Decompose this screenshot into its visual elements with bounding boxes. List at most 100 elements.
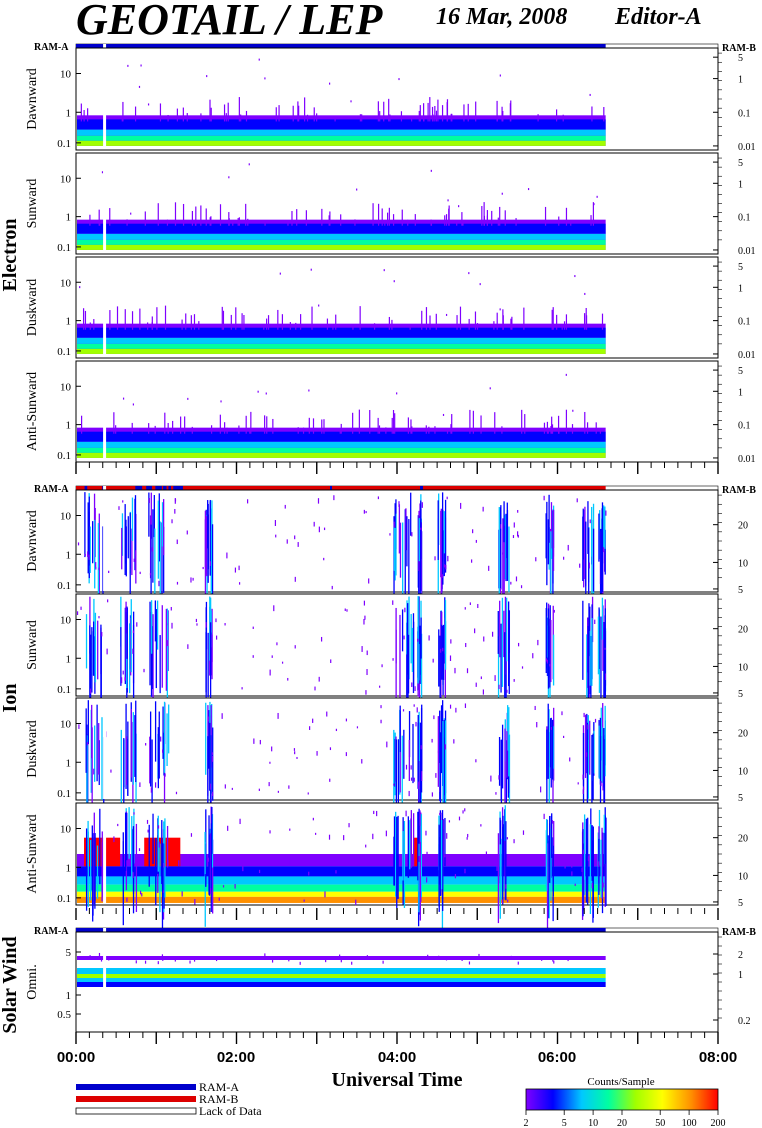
electron-burst xyxy=(219,414,221,434)
electron-burst xyxy=(121,116,123,122)
electron-speck xyxy=(442,413,445,416)
electron-speck xyxy=(328,82,331,85)
electron-burst xyxy=(263,324,265,330)
electron-burst xyxy=(461,212,463,226)
ion-burst xyxy=(205,607,207,698)
electron-burst xyxy=(388,316,390,330)
ion-speck xyxy=(418,781,420,786)
ion-burst xyxy=(120,596,122,647)
ion-speck xyxy=(315,832,317,835)
ion-burst xyxy=(417,515,419,588)
spectrogram-panel: Sunward 10 1 0.1 20 10 5 xyxy=(25,593,748,725)
ion-speck xyxy=(490,775,492,782)
electron-burst xyxy=(565,314,568,330)
ion-speck xyxy=(431,792,433,797)
ion-speck xyxy=(454,873,457,879)
ion-speck xyxy=(392,658,394,661)
ion-burst xyxy=(605,817,607,906)
ion-burst xyxy=(408,519,410,607)
electron-burst xyxy=(502,315,504,330)
ion-burst xyxy=(419,625,421,684)
ion-speck xyxy=(139,571,141,575)
electron-burst xyxy=(122,101,124,122)
ion-burst xyxy=(91,825,93,891)
solar-wind-band xyxy=(77,974,606,978)
electron-burst xyxy=(194,219,197,226)
ion-speck xyxy=(149,573,152,576)
electron-burst xyxy=(302,427,305,434)
ion-speck xyxy=(474,628,476,634)
ion-burst xyxy=(439,810,442,897)
ion-speck xyxy=(167,860,169,867)
ion-burst xyxy=(86,735,88,814)
ion-speck xyxy=(93,768,95,775)
solar-wind-speck xyxy=(161,954,164,958)
right-tick-label: 5 xyxy=(738,262,743,273)
electron-speck xyxy=(596,195,598,198)
electron-burst xyxy=(295,322,297,330)
electron-speck xyxy=(572,409,574,412)
ram-right-label: RAM-B xyxy=(722,43,756,54)
electron-burst xyxy=(544,206,547,226)
electron-speck xyxy=(589,93,591,96)
ion-burst xyxy=(132,826,135,914)
ion-burst xyxy=(582,508,584,560)
ion-speck xyxy=(512,535,515,539)
ion-speck xyxy=(413,704,415,707)
electron-burst xyxy=(167,114,169,122)
solar-wind-speck xyxy=(299,961,301,965)
ion-burst xyxy=(84,492,86,558)
ion-speck xyxy=(482,689,484,695)
ion-burst xyxy=(393,523,396,571)
ion-speck xyxy=(549,663,551,667)
ion-burst xyxy=(502,518,504,598)
electron-burst xyxy=(377,203,380,226)
electron-burst xyxy=(200,113,202,122)
ion-burst xyxy=(603,505,605,552)
electron-burst xyxy=(266,318,268,330)
ion-burst xyxy=(420,500,422,591)
ion-speck xyxy=(472,529,474,534)
panel-label: Omni. xyxy=(25,964,40,999)
ion-burst xyxy=(395,629,397,720)
electron-burst xyxy=(166,219,169,226)
ion-burst xyxy=(101,842,103,902)
solar-wind-speck xyxy=(339,954,341,958)
electron-burst xyxy=(352,324,354,330)
ram-a-segment xyxy=(84,486,88,491)
panel-label: Dawnward xyxy=(25,510,40,571)
electron-burst xyxy=(185,313,187,330)
ion-speck xyxy=(385,830,387,837)
electron-burst xyxy=(164,412,166,434)
ion-burst xyxy=(588,634,590,722)
ion-burst xyxy=(166,608,169,700)
electron-burst xyxy=(109,208,111,226)
ion-burst xyxy=(209,622,212,709)
ion-burst xyxy=(150,524,152,613)
ion-speck xyxy=(333,495,335,501)
ion-speck xyxy=(446,833,448,839)
ion-speck xyxy=(227,825,229,831)
panel-data xyxy=(77,804,607,931)
solar-wind-band xyxy=(77,968,606,974)
electron-speck xyxy=(248,163,250,166)
electron-speck xyxy=(318,304,320,307)
panel-label: Dawnward xyxy=(25,68,40,129)
electron-burst xyxy=(561,324,563,330)
electron-band xyxy=(77,244,606,250)
ion-speck xyxy=(602,882,604,888)
ion-speck xyxy=(598,861,600,867)
spectrogram-panel: Anti-Sunward 10 1 0.1 20 10 5 xyxy=(25,802,748,931)
ion-burst xyxy=(548,732,550,814)
spectrogram-panel: Omni. 5 1 0.5 2 1 0.2 xyxy=(25,931,751,1033)
ion-burst xyxy=(149,711,152,787)
electron-burst xyxy=(205,208,207,226)
ion-speck xyxy=(108,570,110,574)
ion-speck xyxy=(403,635,405,640)
electron-burst xyxy=(359,306,361,330)
electron-burst xyxy=(494,412,496,434)
electron-burst xyxy=(472,410,474,434)
electron-band xyxy=(77,431,606,442)
ion-speck xyxy=(454,667,456,674)
ion-speck xyxy=(581,867,583,872)
